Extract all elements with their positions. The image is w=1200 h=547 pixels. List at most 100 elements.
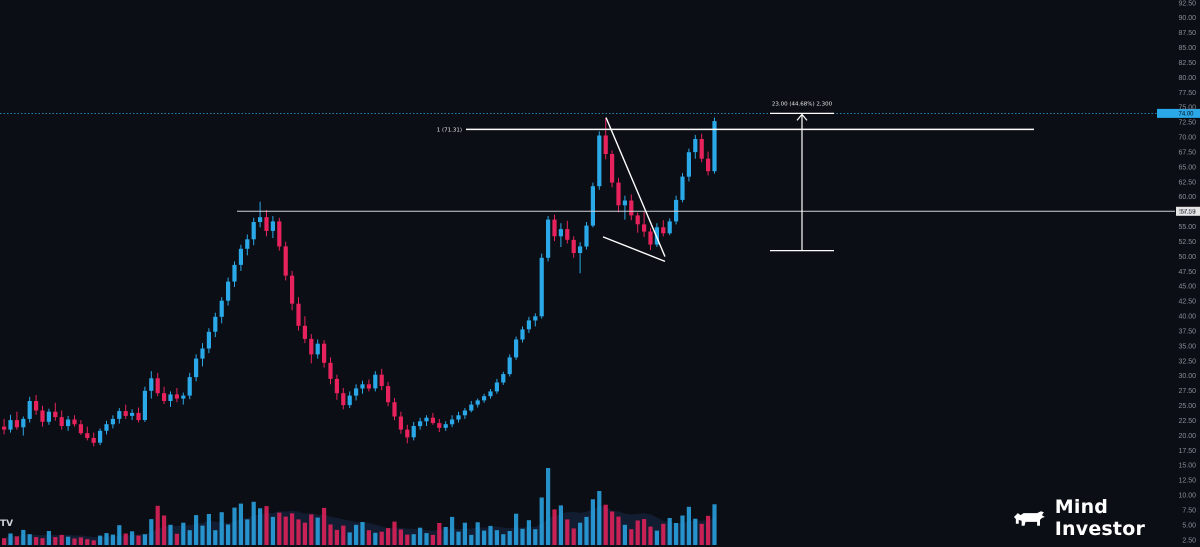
candle-body (610, 154, 615, 183)
resistance-label: 1 (71.31) (437, 127, 462, 133)
volume-bar (616, 516, 621, 545)
volume-bar (59, 534, 64, 545)
candle-body (494, 382, 499, 392)
volume-bar (206, 514, 211, 545)
volume-bar (219, 512, 224, 545)
y-tick-label: 57.50 (1178, 209, 1196, 216)
volume-bar (347, 532, 352, 545)
candle-body (430, 417, 435, 424)
candle-body (232, 264, 237, 282)
wedge-lower-line (602, 236, 666, 263)
volume-bar (507, 531, 512, 545)
y-tick-label: 10.00 (1178, 493, 1196, 500)
volume-bar (232, 507, 237, 545)
volume-bar (693, 518, 698, 545)
candle-body (680, 176, 685, 200)
candle-body (539, 257, 544, 317)
volume-bar (251, 501, 256, 545)
volume-bar (309, 514, 314, 545)
candle-body (642, 224, 647, 232)
y-tick-label: 32.50 (1178, 358, 1196, 365)
volume-bar (123, 533, 128, 545)
support-level-value: 57.59 (1180, 209, 1196, 215)
volume-bar (110, 534, 115, 545)
volume-bar (149, 519, 154, 545)
support-level-tag (1176, 206, 1200, 216)
y-tick-label: 47.50 (1178, 269, 1196, 276)
volume-bar (40, 538, 45, 545)
candle-body (85, 433, 90, 438)
volume-bar (622, 524, 627, 545)
candle-body (238, 248, 243, 265)
y-tick-label: 27.50 (1178, 388, 1196, 395)
y-tick-label: 17.50 (1178, 448, 1196, 455)
candle-body (661, 227, 666, 234)
volume-bar (373, 532, 378, 545)
candle-body (558, 229, 563, 237)
volume-bar (53, 537, 58, 545)
price-levels: 57.59 74.00 (0, 108, 1200, 216)
candle-body (354, 388, 359, 396)
volume-bar (270, 516, 275, 545)
y-tick-label: 22.50 (1178, 418, 1196, 425)
volume-bar (469, 534, 474, 545)
candle-body (411, 426, 416, 438)
volume-bar (226, 524, 231, 545)
volume-bar (360, 522, 365, 545)
candle-body (117, 411, 122, 419)
candle-body (34, 401, 39, 411)
volume-bar (680, 515, 685, 545)
candle-body (635, 215, 640, 225)
candle-body (565, 229, 570, 240)
candle-body (136, 412, 141, 421)
volume-bar (533, 529, 538, 545)
candle-body (168, 394, 173, 401)
volume-bar (526, 520, 531, 545)
candle-body (373, 374, 378, 389)
candle-body (98, 430, 103, 443)
wedge-upper-line (605, 117, 666, 257)
volume-bar (14, 536, 19, 545)
volume-bar (418, 527, 423, 545)
candle-body (686, 152, 691, 177)
volume-bar (392, 521, 397, 545)
candle-body (162, 393, 167, 401)
volume-bar (539, 497, 544, 545)
candle-body (251, 222, 256, 240)
candle-body (507, 357, 512, 375)
volume-bar (91, 540, 96, 545)
candle-body (78, 424, 83, 434)
volume-bar (661, 523, 666, 545)
volume-bar (635, 520, 640, 545)
volume-bar (597, 491, 602, 545)
candle-body (533, 316, 538, 321)
candle-body (392, 402, 397, 417)
y-tick-label: 92.50 (1178, 0, 1196, 7)
volume-bar (456, 531, 461, 545)
volume-bar (462, 522, 467, 545)
volume-bar (283, 516, 288, 545)
price-candles (2, 117, 717, 447)
volume-bar (168, 524, 173, 545)
y-tick-label: 7.50 (1182, 508, 1196, 515)
candle-body (334, 378, 339, 394)
volume-bar (674, 523, 679, 545)
volume-bar (98, 535, 103, 545)
candle-body (206, 331, 211, 349)
candle-body (27, 401, 32, 419)
y-tick-label: 77.50 (1178, 90, 1196, 97)
volume-bar (475, 522, 480, 545)
candle-body (360, 384, 365, 389)
volume-bar (501, 534, 506, 545)
volume-bar (520, 528, 525, 545)
volume-bar (174, 533, 179, 545)
volume-bar (610, 511, 615, 545)
brand-logo: Mind Investor (1012, 496, 1200, 540)
candle-body (46, 411, 51, 422)
volume-bar (366, 530, 371, 545)
candle-body (59, 417, 64, 426)
y-tick-label: 90.00 (1178, 15, 1196, 22)
volume-bar (322, 507, 327, 545)
volume-bar (290, 513, 295, 545)
price-axis: 92.50 90.00 87.50 85.00 82.50 80.00 77.50 75.00… (1178, 0, 1196, 544)
